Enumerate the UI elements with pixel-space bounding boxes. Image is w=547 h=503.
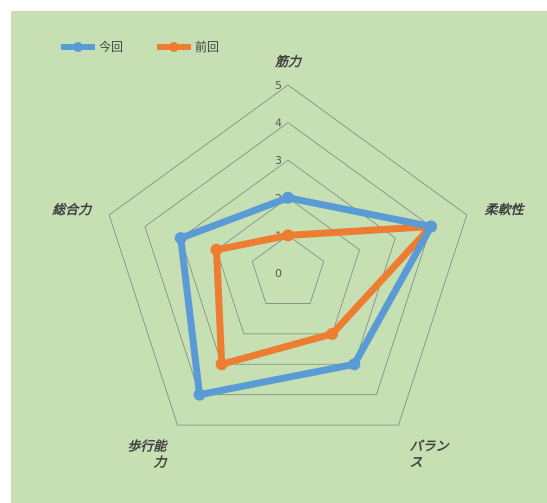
data-point [425, 220, 438, 233]
grid-ring [180, 159, 396, 365]
grid-ring [144, 122, 432, 396]
radar-grid [108, 84, 468, 426]
data-point [348, 358, 361, 371]
data-point [210, 243, 223, 256]
tick-label: 3 [275, 154, 282, 167]
axis-label: 総合力 [51, 202, 93, 218]
series-line [177, 194, 435, 399]
axis-label-line: 総合力 [51, 202, 93, 218]
data-point [326, 327, 339, 340]
legend-item: 今回 [61, 39, 123, 54]
axis-label: 歩行能力 [127, 438, 168, 470]
axis-label-line: 柔軟性 [485, 202, 526, 218]
axis-label: 筋力 [274, 54, 303, 70]
data-point [193, 388, 206, 401]
legend-label: 今回 [99, 39, 123, 54]
legend-item: 前回 [157, 39, 219, 54]
axis-label-line: 力 [153, 454, 168, 470]
tick-label: 0 [275, 267, 282, 280]
tick-label: 5 [275, 79, 282, 92]
axis-label: バランス [410, 439, 450, 470]
data-point [282, 191, 294, 204]
radar-series [174, 191, 438, 401]
grid-ring [216, 197, 360, 335]
grid-ring [108, 84, 468, 426]
grid-ring [251, 234, 325, 304]
axis-label-line: 歩行能 [127, 438, 168, 454]
axis-label-line: ス [410, 455, 423, 470]
tick-label: 4 [275, 117, 282, 130]
legend-label: 前回 [195, 39, 219, 54]
data-point [282, 229, 294, 242]
legend-marker [169, 42, 179, 52]
data-point [215, 358, 228, 371]
axis-label: 柔軟性 [485, 202, 526, 218]
legend-marker [73, 42, 83, 52]
data-point [174, 232, 187, 245]
axis-label-line: 筋力 [274, 54, 303, 70]
axis-label-line: バラン [410, 439, 450, 454]
legend: 今回 前回 [61, 39, 219, 54]
series-line [212, 223, 435, 368]
